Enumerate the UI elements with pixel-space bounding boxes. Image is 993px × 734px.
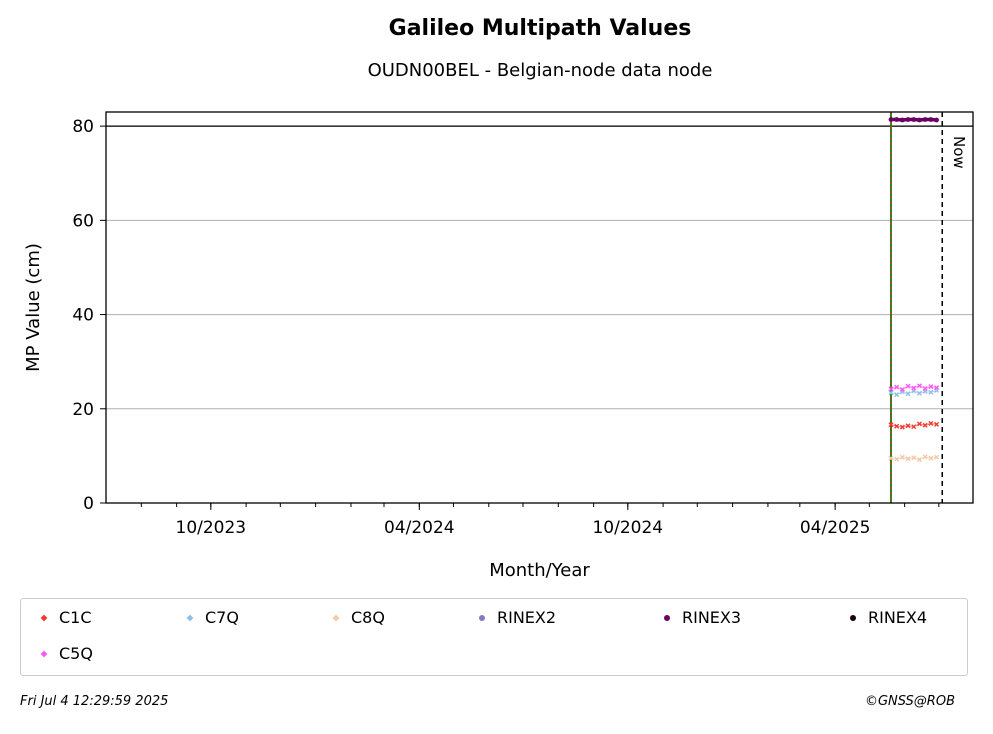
generated-timestamp: Fri Jul 4 12:29:59 2025 <box>20 694 169 709</box>
x-tick-label: 04/2024 <box>384 518 455 538</box>
x-tick-label: 04/2025 <box>800 518 871 538</box>
legend-label: C8Q <box>351 608 385 627</box>
y-tick-label: 0 <box>83 494 94 514</box>
data-point-c7q <box>888 390 894 396</box>
legend-marker-icon <box>332 614 340 622</box>
data-point-c8q <box>934 454 940 460</box>
y-axis-label: MP Value (cm) <box>23 243 44 372</box>
data-point-c1c <box>934 421 940 427</box>
y-tick-label: 20 <box>72 400 94 420</box>
now-label: Now <box>950 136 968 169</box>
y-tick-label: 80 <box>72 117 94 137</box>
legend-marker-icon <box>664 615 670 621</box>
chart-title: Galileo Multipath Values <box>388 16 692 41</box>
copyright-notice: ©GNSS@ROB <box>864 694 955 709</box>
legend-label: C1C <box>59 608 92 627</box>
data-point-c5q <box>888 386 894 392</box>
series-trace-c8q <box>890 456 937 461</box>
x-tick-label: 10/2023 <box>176 518 247 538</box>
x-tick-label: 10/2024 <box>592 518 663 538</box>
legend-marker-icon <box>40 650 48 658</box>
series-trace-c1c <box>890 422 937 428</box>
legend-label: C7Q <box>205 608 239 627</box>
plot-frame <box>105 111 974 504</box>
legend-marker-icon <box>479 615 485 621</box>
series-trace-c7q <box>890 389 937 396</box>
legend-label: RINEX3 <box>682 608 742 627</box>
legend-label: RINEX4 <box>868 608 928 627</box>
legend-marker-icon <box>40 614 48 622</box>
x-axis-label: Month/Year <box>489 560 590 581</box>
data-point-c8q <box>888 455 894 461</box>
legend-marker-icon <box>186 614 194 622</box>
series-trace-c5q <box>890 385 937 391</box>
chart-subtitle: OUDN00BEL - Belgian-node data node <box>367 60 713 81</box>
legend-label: C5Q <box>59 644 93 663</box>
chart-legend: C1C C7Q C8Q RINEX2 RINEX3 RINEX4 C5Q <box>20 598 968 676</box>
y-tick-label: 60 <box>72 211 94 231</box>
y-tick-label: 40 <box>72 306 94 326</box>
legend-label: RINEX2 <box>497 608 557 627</box>
legend-marker-icon <box>850 615 856 621</box>
data-point-c5q <box>934 385 940 391</box>
data-point-c1c <box>888 422 894 428</box>
